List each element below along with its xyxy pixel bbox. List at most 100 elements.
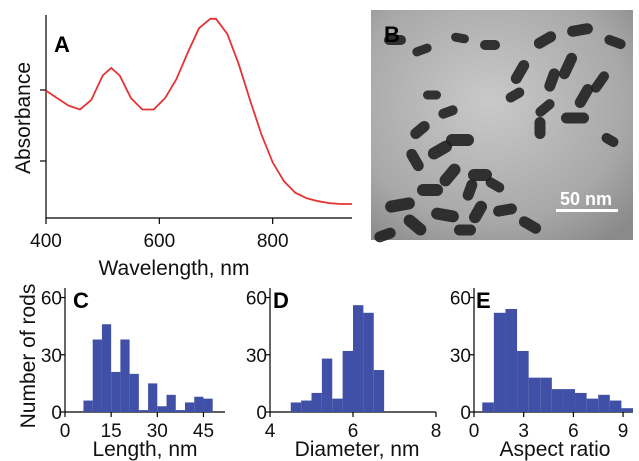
panel-a-xtick-label: 400 bbox=[30, 231, 62, 252]
panel-e-bar bbox=[505, 308, 518, 412]
panel-c-bar bbox=[148, 383, 158, 412]
panel-c-xtick-label: 15 bbox=[101, 421, 122, 442]
panel-c-bar bbox=[120, 339, 130, 412]
panel-d-xtick-label: 6 bbox=[348, 421, 359, 442]
nanorod bbox=[438, 105, 458, 119]
nanorod bbox=[485, 177, 505, 193]
nanorod bbox=[451, 32, 469, 44]
panel-d-ytick-label: 0 bbox=[256, 403, 267, 424]
panel-d-xtick-label: 4 bbox=[265, 421, 276, 442]
panel-c: C 0 15 30 45 0 30 60 Length, nm bbox=[41, 288, 225, 461]
panel-c-bar bbox=[185, 402, 195, 412]
panel-c-xtick-label: 30 bbox=[147, 421, 168, 442]
panel-c-xlabel: Length, nm bbox=[92, 438, 197, 461]
panel-b-label: B bbox=[384, 22, 400, 47]
nanorod bbox=[439, 163, 461, 187]
panel-c-bar bbox=[92, 339, 102, 412]
panel-d-bar bbox=[321, 358, 333, 412]
panel-e-bar bbox=[493, 312, 506, 412]
nanorod bbox=[567, 23, 593, 37]
panel-c-bar bbox=[101, 324, 112, 412]
panel-c-bar bbox=[111, 371, 121, 412]
panel-d-bar bbox=[301, 400, 312, 412]
nanorod bbox=[403, 214, 427, 236]
panel-c-bar bbox=[129, 373, 139, 412]
nanorod bbox=[535, 99, 555, 117]
panel-c-ytick-label: 30 bbox=[41, 346, 62, 367]
panel-c-axes bbox=[64, 288, 225, 413]
panel-d-ytick-label: 30 bbox=[246, 346, 267, 367]
panel-e: E 0 3 6 9 0 30 60 Aspect ratio bbox=[450, 288, 633, 461]
panel-e-bar bbox=[540, 377, 552, 412]
panel-d-ytick-label: 60 bbox=[246, 289, 267, 310]
panel-e-bar bbox=[609, 400, 622, 412]
nanorod bbox=[534, 117, 546, 139]
panel-a-axes bbox=[45, 15, 352, 219]
panel-a-label: A bbox=[54, 32, 70, 57]
panel-a: A Absorbance 400 600 800 Wavelength, nm bbox=[12, 15, 352, 280]
panel-e-xtick-label: 3 bbox=[518, 421, 529, 442]
panel-e-bar bbox=[621, 408, 633, 412]
panel-e-bar bbox=[598, 394, 610, 412]
panel-c-bar bbox=[138, 410, 149, 412]
panel-e-bar bbox=[528, 377, 541, 412]
panel-e-label: E bbox=[476, 288, 491, 313]
panel-e-bar bbox=[482, 402, 494, 412]
panel-d-bar bbox=[332, 398, 343, 412]
nanorod bbox=[558, 52, 578, 80]
panel-a-xticks: 400 600 800 bbox=[30, 218, 289, 252]
panel-c-bar bbox=[166, 394, 176, 412]
nanorod bbox=[417, 184, 443, 196]
nanorod bbox=[462, 179, 478, 201]
panel-e-xlabel: Aspect ratio bbox=[500, 438, 611, 461]
nanorod bbox=[590, 71, 610, 93]
panel-c-bar bbox=[157, 406, 167, 412]
nanorod bbox=[533, 31, 557, 49]
panel-c-ytick-label: 0 bbox=[51, 403, 62, 424]
nanorod bbox=[469, 200, 487, 224]
panel-e-bar bbox=[563, 389, 576, 412]
panel-d-label: D bbox=[273, 288, 289, 313]
nanorod bbox=[446, 134, 474, 146]
nanorod bbox=[423, 90, 441, 100]
panel-e-xtick-label: 6 bbox=[568, 421, 579, 442]
nanorod bbox=[505, 87, 525, 103]
panel-c-bar bbox=[83, 400, 93, 412]
nanorod bbox=[410, 120, 430, 140]
panel-d-bar bbox=[373, 370, 385, 412]
panel-d-xtick-label: 8 bbox=[431, 421, 442, 442]
panel-d-bar bbox=[363, 312, 374, 412]
panel-d-bar bbox=[290, 402, 302, 412]
panel-c-bar bbox=[203, 398, 213, 412]
nanorod bbox=[406, 148, 424, 172]
nanorod bbox=[454, 224, 476, 236]
panel-e-ytick-label: 0 bbox=[460, 403, 471, 424]
panel-c-xtick-label: 0 bbox=[60, 421, 71, 442]
nanorod bbox=[601, 133, 619, 147]
panel-c-ytick-label: 60 bbox=[41, 289, 62, 310]
panel-c-xtick-label: 45 bbox=[193, 421, 214, 442]
nanorod bbox=[518, 216, 542, 234]
nanorod bbox=[427, 140, 453, 160]
panel-d-bar bbox=[342, 350, 353, 412]
panel-a-xtick-label: 600 bbox=[143, 231, 175, 252]
nanorod bbox=[574, 84, 594, 108]
panel-e-bar bbox=[586, 398, 599, 412]
nanorod bbox=[412, 43, 432, 57]
panel-c-label: C bbox=[73, 288, 89, 313]
nanorod bbox=[493, 203, 517, 217]
nanorod bbox=[544, 68, 560, 92]
panel-e-ytick-label: 30 bbox=[450, 346, 471, 367]
scale-bar bbox=[556, 209, 618, 212]
scale-bar-label: 50 nm bbox=[560, 189, 612, 209]
panel-d-xlabel: Diameter, nm bbox=[295, 438, 420, 461]
histograms-ylabel: Number of rods bbox=[17, 284, 40, 429]
panel-e-xtick-label: 0 bbox=[469, 421, 480, 442]
nanorod bbox=[385, 197, 415, 213]
panel-e-bar bbox=[575, 392, 587, 412]
nanorod bbox=[510, 60, 530, 84]
panel-e-xtick-label: 9 bbox=[618, 421, 629, 442]
nanorod bbox=[384, 35, 406, 45]
panel-e-bar bbox=[551, 389, 564, 412]
